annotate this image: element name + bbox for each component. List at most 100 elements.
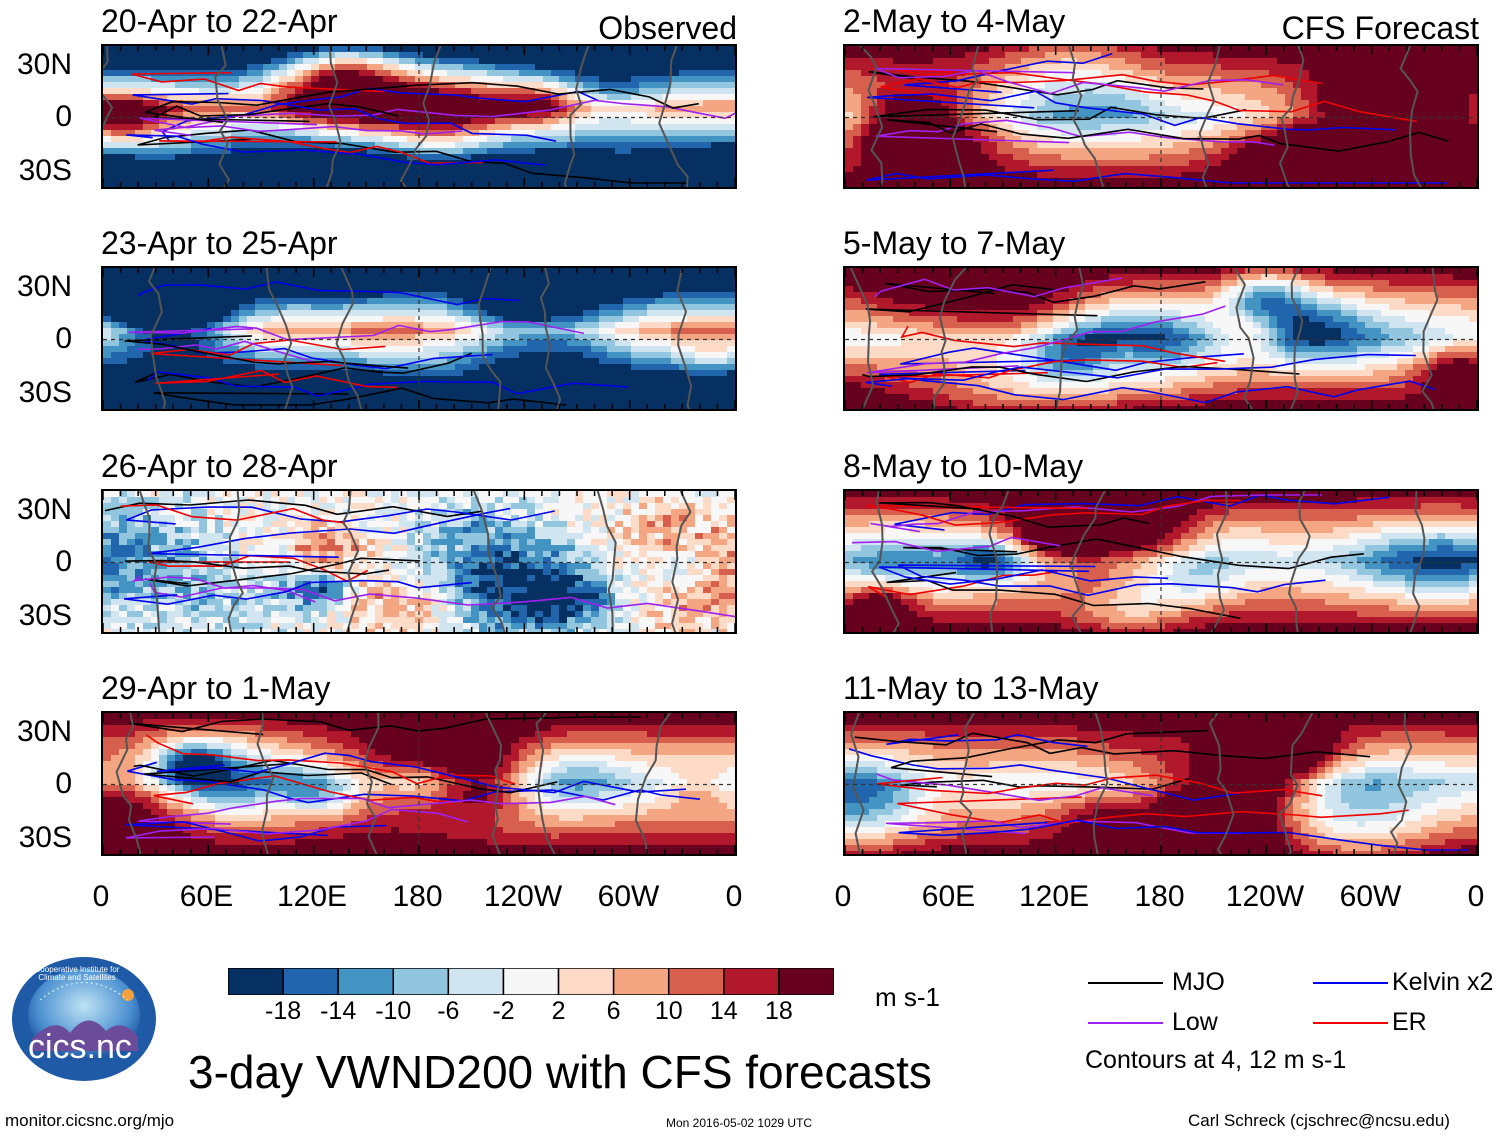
contour-line xyxy=(894,494,1390,531)
vwnd-map xyxy=(845,713,1477,854)
contour-line xyxy=(133,759,558,794)
legend-er-line xyxy=(1313,1022,1388,1024)
coastline xyxy=(596,491,617,632)
y-tick-label: 0 xyxy=(55,100,72,133)
legend-mjo-line xyxy=(1088,982,1163,984)
panel-title-obs-3: 26-Apr to 28-Apr xyxy=(101,448,338,484)
coastline xyxy=(363,713,380,854)
coastline xyxy=(1278,46,1305,187)
coastline xyxy=(932,268,967,409)
contour-line xyxy=(865,353,1416,387)
colorbar-swatch xyxy=(502,967,560,996)
contour-line xyxy=(867,570,1058,599)
colorbar-units: m s-1 xyxy=(875,982,940,1012)
y-tick-label: 30S xyxy=(18,599,72,632)
contour-line xyxy=(127,761,700,804)
coastline xyxy=(477,268,502,409)
contour-line xyxy=(146,734,516,785)
contour-line xyxy=(900,347,1244,372)
coastline xyxy=(1399,46,1422,187)
contour-line xyxy=(874,277,1122,298)
x-tick-label: 120E xyxy=(1018,880,1090,913)
contour-line xyxy=(148,507,511,558)
x-tick-label: 120W xyxy=(1225,880,1305,913)
colorbar-tick-label: -2 xyxy=(492,997,515,1025)
main-title: 3-day VWND200 with CFS forecasts xyxy=(188,1046,932,1098)
vwnd-map xyxy=(103,46,735,187)
contour-line xyxy=(865,283,1098,317)
contour-line xyxy=(851,536,1061,553)
colorbar-swatch xyxy=(667,967,725,996)
contour-line xyxy=(897,796,1409,825)
contour-line xyxy=(854,732,1371,760)
contour-line xyxy=(128,320,585,341)
coastline xyxy=(563,46,590,187)
colorbar-swatch xyxy=(778,967,835,996)
contour-line xyxy=(876,67,1284,95)
coastline xyxy=(399,46,442,187)
y-tick-label: 30S xyxy=(18,821,72,854)
colorbar-tick-label: -6 xyxy=(437,997,460,1025)
contour-line xyxy=(878,566,1169,585)
contour-line xyxy=(870,494,1322,533)
map-panel-obs-2 xyxy=(101,266,737,411)
x-tick-label: 0 xyxy=(834,880,852,913)
contour-line xyxy=(873,106,1247,121)
coastline xyxy=(1233,268,1255,409)
footer-url[interactable]: monitor.cicsnc.org/mjo xyxy=(5,1111,175,1130)
x-tick-label: 60E xyxy=(921,880,976,913)
y-tick-label: 0 xyxy=(55,767,72,800)
x-tick-label: 0 xyxy=(1467,880,1485,913)
contour-line xyxy=(866,305,1226,374)
coastline xyxy=(147,268,167,409)
contour-line xyxy=(156,752,687,794)
map-panel-obs-1 xyxy=(101,44,737,189)
coastline xyxy=(1068,46,1105,187)
colorbar xyxy=(227,967,835,1000)
coastline xyxy=(1208,713,1235,854)
y-tick-label: 30N xyxy=(16,715,72,748)
x-tick-label: 180 xyxy=(1134,880,1185,913)
x-tick-label: 180 xyxy=(392,880,443,913)
contour-line xyxy=(137,281,520,306)
colorbar-swatch xyxy=(392,967,450,996)
legend-kelvin-line xyxy=(1313,982,1388,984)
contour-line xyxy=(897,564,1326,597)
contour-line xyxy=(900,325,1226,363)
contour-line xyxy=(878,501,1150,528)
contour-line xyxy=(159,136,483,165)
contour-line xyxy=(144,762,392,786)
colorbar-swatch xyxy=(447,967,505,996)
contour-line xyxy=(124,579,473,606)
footer-author: Carl Schreck (cjschrec@ncsu.edu) xyxy=(1188,1111,1450,1130)
contour-line xyxy=(875,119,1275,146)
contour-line xyxy=(898,819,1469,851)
legend-er: ER xyxy=(1392,1008,1427,1036)
coastline xyxy=(325,46,342,187)
panel-title-fc-2: 5-May to 7-May xyxy=(843,225,1066,261)
x-tick-label: 60W xyxy=(597,880,660,913)
contour-line xyxy=(886,359,1218,384)
vwnd-map xyxy=(103,268,735,409)
contour-line xyxy=(139,117,463,135)
colorbar-tick-label: -10 xyxy=(375,997,412,1025)
panel-title-obs-4: 29-Apr to 1-May xyxy=(101,670,331,706)
map-panel-obs-3 xyxy=(101,489,737,634)
vwnd-map xyxy=(845,491,1477,632)
y-tick-label: 30N xyxy=(16,493,72,526)
coastline xyxy=(988,491,1010,632)
observed-label: Observed xyxy=(598,10,737,46)
coastline xyxy=(850,713,865,854)
legend-mjo: MJO xyxy=(1172,968,1225,996)
coastline xyxy=(335,268,363,409)
coastline xyxy=(473,491,506,632)
contour-note: Contours at 4, 12 m s-1 xyxy=(1085,1046,1347,1074)
coastline xyxy=(1210,491,1229,632)
cfs-forecast-label: CFS Forecast xyxy=(1281,10,1479,46)
panel-title-obs-2: 23-Apr to 25-Apr xyxy=(101,225,338,261)
map-panel-fc-2 xyxy=(843,266,1479,411)
contour-line xyxy=(862,365,1300,383)
contour-line xyxy=(149,583,735,618)
coastline xyxy=(539,268,562,409)
colorbar-tick-label: 2 xyxy=(551,997,566,1025)
